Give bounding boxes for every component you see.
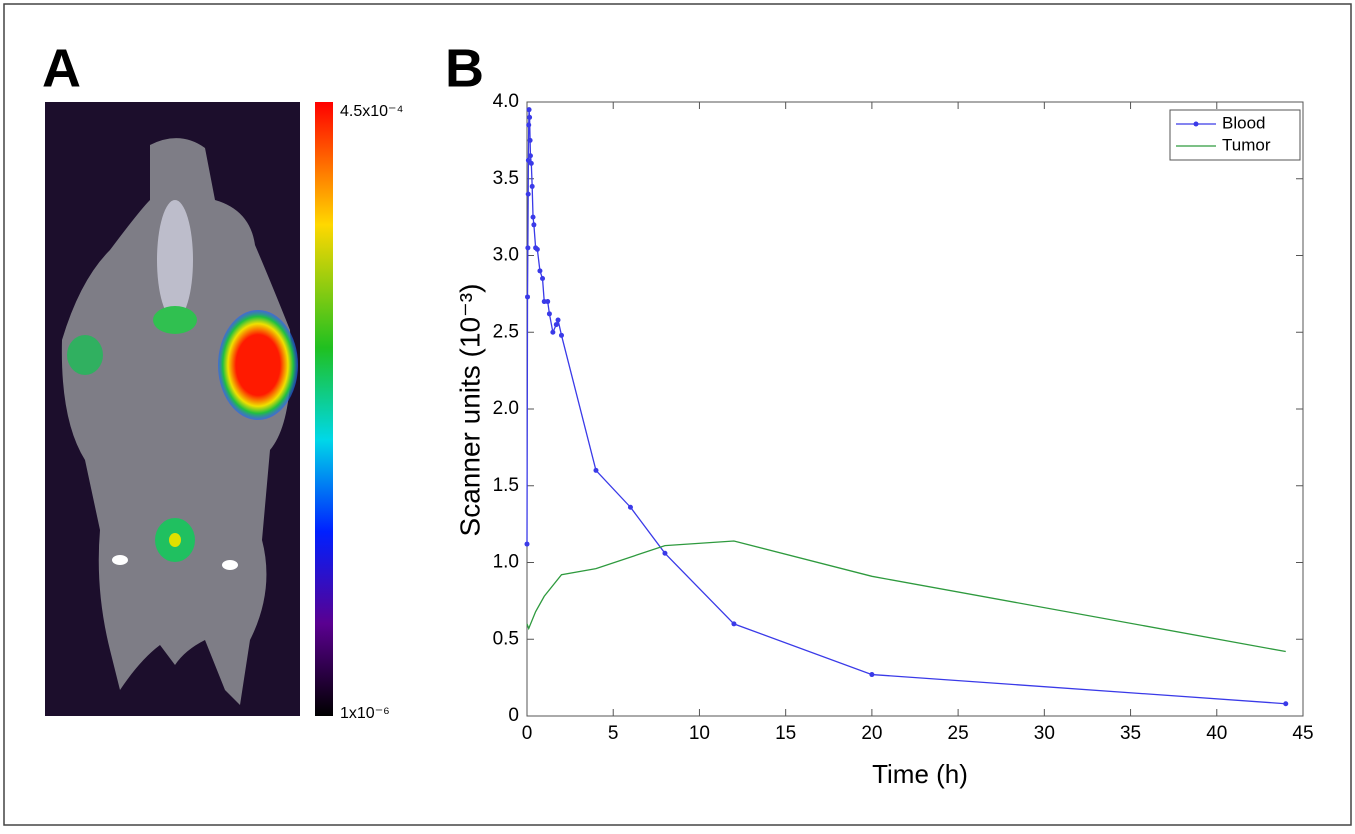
- data-point: [555, 317, 561, 323]
- data-point: [534, 246, 540, 252]
- x-tick-label: 20: [861, 723, 882, 744]
- x-axis-label: Time (h): [872, 759, 968, 789]
- y-tick-label: 2.5: [493, 321, 519, 342]
- data-point: [662, 550, 668, 556]
- data-point: [545, 299, 551, 305]
- legend-label: Tumor: [1222, 135, 1271, 154]
- x-tick-label: 15: [775, 723, 796, 744]
- data-point: [537, 268, 543, 274]
- x-tick-label: 25: [948, 723, 969, 744]
- x-tick-label: 30: [1034, 723, 1055, 744]
- data-point: [530, 214, 536, 220]
- legend-box: [1169, 109, 1301, 161]
- scan-image: [45, 102, 300, 716]
- data-point: [525, 294, 531, 300]
- series-line: [526, 540, 1286, 653]
- y-axis-label: Scanner units (10⁻³): [454, 284, 485, 537]
- data-point: [550, 329, 556, 335]
- x-tick-label: 45: [1292, 723, 1313, 744]
- data-point: [524, 541, 530, 547]
- y-tick-label: 3.5: [493, 168, 519, 189]
- plot-area: [526, 101, 1304, 717]
- x-tick-label: 0: [522, 723, 533, 744]
- y-tick-label: 1.0: [493, 552, 519, 573]
- data-point: [731, 621, 737, 627]
- data-point: [540, 276, 546, 282]
- y-tick-label: 0.5: [493, 628, 519, 649]
- data-point: [869, 672, 875, 678]
- data-point: [558, 332, 564, 338]
- frame: [3, 3, 1352, 826]
- y-tick-label: 4.0: [493, 91, 519, 112]
- x-tick-label: 35: [1120, 723, 1141, 744]
- series-line: [526, 109, 1286, 705]
- data-point: [527, 153, 533, 159]
- data-point: [627, 504, 633, 510]
- colorbar: [315, 102, 333, 716]
- y-tick-label: 2.0: [493, 398, 519, 419]
- data-point: [1283, 701, 1289, 707]
- data-point: [541, 299, 547, 305]
- legend-label: Blood: [1222, 113, 1265, 132]
- legend-marker: [1193, 121, 1199, 127]
- data-point: [525, 245, 531, 251]
- x-tick-label: 10: [689, 723, 710, 744]
- y-tick-label: 1.5: [493, 475, 519, 496]
- x-tick-label: 40: [1206, 723, 1227, 744]
- y-tick-label: 3.0: [493, 245, 519, 266]
- data-point: [531, 222, 537, 228]
- data-point: [527, 137, 533, 143]
- data-point: [526, 122, 532, 128]
- data-point: [526, 107, 532, 113]
- data-point: [546, 311, 552, 317]
- data-point: [527, 114, 533, 120]
- colorbar-max: 4.5x10⁻⁴: [340, 103, 403, 120]
- colorbar-min: 1x10⁻⁶: [340, 705, 390, 722]
- data-point: [525, 191, 531, 197]
- data-point: [528, 160, 534, 166]
- data-point: [553, 322, 559, 328]
- panel-label: B: [445, 38, 484, 98]
- data-point: [593, 467, 599, 473]
- panel-label: A: [42, 38, 81, 98]
- x-tick-label: 5: [608, 723, 619, 744]
- data-point: [529, 183, 535, 189]
- y-tick-label: 0: [508, 705, 519, 726]
